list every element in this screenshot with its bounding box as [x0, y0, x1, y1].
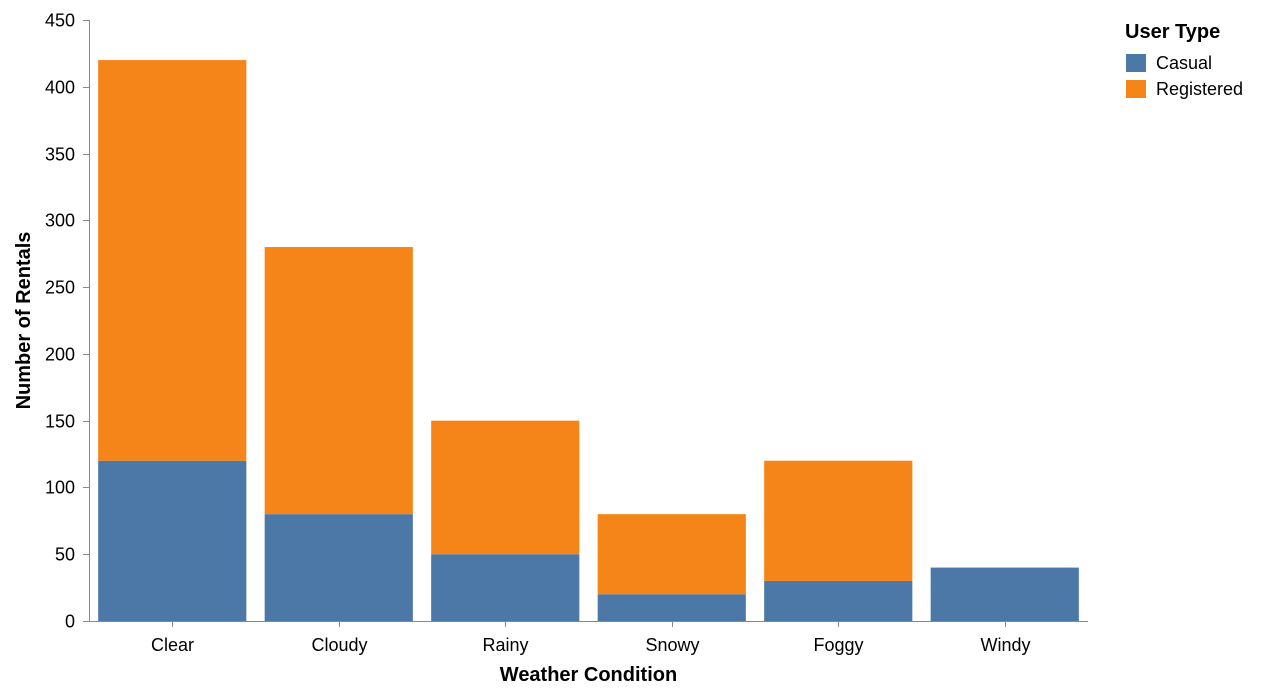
y-tick-label: 150	[45, 412, 75, 432]
x-tick-label: Foggy	[813, 635, 863, 655]
y-tick-label: 200	[45, 345, 75, 365]
y-tick-label: 450	[45, 11, 75, 31]
x-tick-label: Cloudy	[311, 635, 367, 655]
legend-title: User Type	[1125, 21, 1220, 43]
x-tick-label: Snowy	[645, 635, 699, 655]
x-tick-label: Clear	[151, 635, 194, 655]
y-axis-title: Number of Rentals	[13, 232, 35, 410]
y-tick-label: 250	[45, 278, 75, 298]
y-tick-label: 100	[45, 478, 75, 498]
bar-casual-snowy	[597, 594, 746, 621]
legend: User Type Casual Registered	[1125, 21, 1243, 99]
y-tick-label: 300	[45, 211, 75, 231]
bar-casual-clear	[98, 460, 247, 621]
legend-label-registered: Registered	[1156, 79, 1243, 99]
bar-registered-foggy	[764, 460, 913, 581]
bar-registered-clear	[98, 60, 247, 461]
bar-registered-cloudy	[264, 247, 413, 515]
y-tick-label: 350	[45, 145, 75, 165]
bar-casual-windy	[930, 567, 1079, 621]
x-tick-label: Rainy	[482, 635, 528, 655]
x-axis: Clear Cloudy Rainy Snowy Foggy Windy	[89, 621, 1088, 655]
x-axis-title: Weather Condition	[500, 664, 677, 686]
legend-label-casual: Casual	[1156, 53, 1212, 73]
bar-casual-cloudy	[264, 514, 413, 621]
bar-registered-rainy	[431, 420, 580, 555]
y-tick-label: 0	[65, 612, 75, 632]
legend-items: Casual Registered	[1126, 53, 1243, 99]
bar-casual-foggy	[764, 580, 913, 621]
legend-swatch-casual	[1126, 54, 1146, 72]
bars-layer	[98, 60, 1079, 621]
bar-casual-rainy	[431, 554, 580, 621]
y-tick-label: 400	[45, 78, 75, 98]
y-tick-label: 50	[55, 545, 75, 565]
legend-swatch-registered	[1126, 80, 1146, 98]
y-axis: 0 50 100 150 200 250 300 350 400 450	[45, 11, 90, 632]
x-tick-label: Windy	[980, 635, 1030, 655]
bar-registered-snowy	[597, 514, 746, 595]
